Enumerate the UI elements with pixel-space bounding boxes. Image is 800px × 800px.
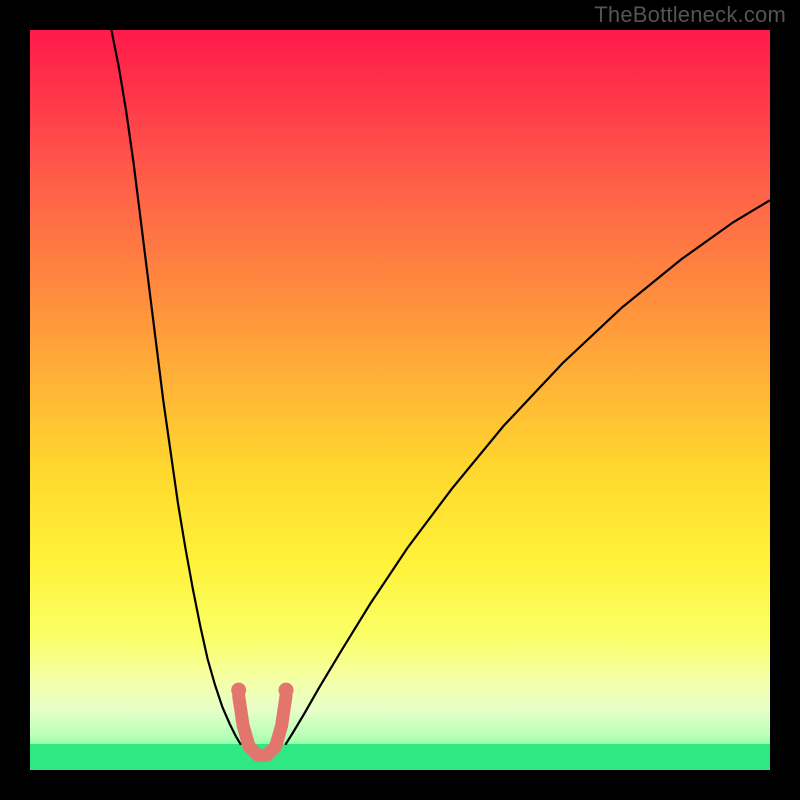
plot-area <box>30 30 770 770</box>
dip-endpoint-left <box>231 683 246 698</box>
dip-marker <box>239 696 286 755</box>
left-curve <box>111 30 241 745</box>
dip-endpoint-right <box>279 683 294 698</box>
right-curve <box>285 200 770 745</box>
watermark-text: TheBottleneck.com <box>594 2 786 28</box>
curves-layer <box>30 30 770 770</box>
chart-canvas: TheBottleneck.com <box>0 0 800 800</box>
